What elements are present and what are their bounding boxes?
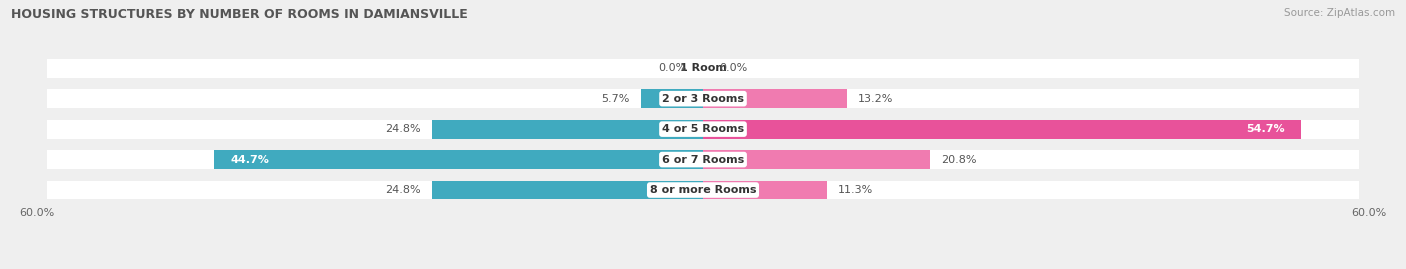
Bar — [641, 89, 703, 108]
Bar — [46, 89, 1360, 108]
Text: 1 Room: 1 Room — [679, 63, 727, 73]
Bar — [46, 120, 1360, 139]
Text: 8 or more Rooms: 8 or more Rooms — [650, 185, 756, 195]
Text: 54.7%: 54.7% — [1246, 124, 1285, 134]
Text: 44.7%: 44.7% — [231, 155, 270, 165]
Bar — [703, 89, 848, 108]
Bar — [703, 150, 931, 169]
Text: 0.0%: 0.0% — [658, 63, 686, 73]
Text: 0.0%: 0.0% — [720, 63, 748, 73]
Bar — [46, 59, 1360, 78]
Bar — [46, 180, 1360, 200]
Text: 5.7%: 5.7% — [602, 94, 630, 104]
Text: 4 or 5 Rooms: 4 or 5 Rooms — [662, 124, 744, 134]
Bar — [703, 120, 1301, 139]
Text: 2 or 3 Rooms: 2 or 3 Rooms — [662, 94, 744, 104]
Text: 24.8%: 24.8% — [385, 124, 420, 134]
Bar — [703, 180, 827, 200]
Text: 60.0%: 60.0% — [20, 208, 55, 218]
Text: 11.3%: 11.3% — [838, 185, 873, 195]
Bar — [214, 150, 703, 169]
Text: 60.0%: 60.0% — [1351, 208, 1386, 218]
Text: 20.8%: 20.8% — [942, 155, 977, 165]
Text: 13.2%: 13.2% — [858, 94, 894, 104]
Text: 6 or 7 Rooms: 6 or 7 Rooms — [662, 155, 744, 165]
Text: Source: ZipAtlas.com: Source: ZipAtlas.com — [1284, 8, 1395, 18]
Bar — [432, 120, 703, 139]
Bar — [432, 180, 703, 200]
Bar — [46, 150, 1360, 169]
Text: 24.8%: 24.8% — [385, 185, 420, 195]
Text: HOUSING STRUCTURES BY NUMBER OF ROOMS IN DAMIANSVILLE: HOUSING STRUCTURES BY NUMBER OF ROOMS IN… — [11, 8, 468, 21]
